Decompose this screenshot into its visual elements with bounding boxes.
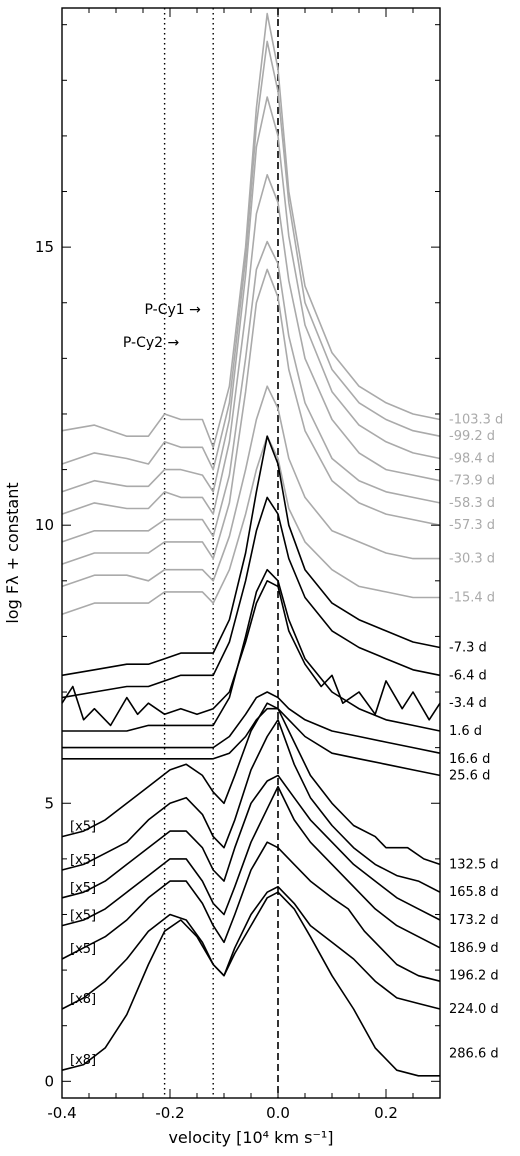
series-line-12	[62, 691, 441, 754]
annotation-layer: P-Cy1 → P-Cy2 →	[123, 302, 201, 351]
epoch-label-2: -98.4 d	[449, 451, 495, 466]
series-line-2	[61, 96, 441, 493]
series-layer	[61, 12, 441, 1077]
epoch-label-6: -30.3 d	[449, 552, 495, 567]
scale-factor-label-15: [x5]	[70, 853, 96, 868]
x-tick-label-1: -0.2	[155, 1104, 184, 1122]
series-line-5	[61, 268, 441, 565]
series-line-4	[61, 240, 441, 543]
y-tick-label-1: 5	[44, 794, 54, 812]
epoch-label-18: 196.2 d	[449, 969, 499, 984]
series-line-1	[61, 40, 441, 471]
series-line-13	[62, 707, 441, 777]
annotation-label-1: P-Cy2 →	[123, 335, 180, 351]
epoch-label-11: 1.6 d	[449, 724, 482, 739]
epoch-label-4: -58.3 d	[449, 496, 495, 511]
scale-factor-label-16: [x5]	[70, 881, 96, 896]
y-tick-label-0: 0	[44, 1072, 54, 1090]
series-line-15	[61, 719, 441, 893]
epoch-label-16: 173.2 d	[449, 913, 499, 928]
epoch-label-9: -6.4 d	[449, 668, 487, 683]
axis-ticks: -0.4 -0.2 0.0 0.2 0 5 10 15	[35, 8, 441, 1122]
series-line-16	[61, 774, 441, 921]
epoch-label-12: 16.6 d	[449, 752, 490, 767]
epoch-label-19: 224.0 d	[449, 1002, 499, 1017]
epoch-label-0: -103.3 d	[449, 413, 503, 428]
x-tick-label-2: 0.0	[266, 1104, 290, 1122]
series-line-11	[62, 568, 441, 732]
epoch-label-3: -73.9 d	[449, 474, 495, 489]
y-tick-label-3: 15	[35, 238, 54, 256]
x-tick-label-0: -0.4	[47, 1104, 76, 1122]
series-line-10	[61, 580, 441, 727]
series-line-8	[61, 435, 441, 677]
series-line-6	[61, 385, 440, 588]
epoch-label-13: 25.6 d	[449, 768, 490, 783]
scale-factor-label-18: [x5]	[70, 942, 96, 957]
scale-factor-labels: [x5] [x5] [x5] [x5] [x5] [x8] [x8]	[70, 820, 96, 1069]
epoch-label-10: -3.4 d	[449, 696, 487, 711]
series-line-17	[61, 785, 441, 949]
epoch-label-15: 165.8 d	[449, 885, 499, 900]
series-line-0	[61, 12, 441, 449]
y-axis-label: log Fλ + constant	[3, 482, 22, 623]
x-tick-label-3: 0.2	[374, 1104, 398, 1122]
scale-factor-label-19: [x8]	[70, 992, 96, 1007]
epoch-label-17: 186.9 d	[449, 941, 499, 956]
series-line-20	[61, 891, 440, 1077]
epoch-label-1: -99.2 d	[449, 429, 495, 444]
series-line-18	[61, 841, 441, 982]
scale-factor-label-14: [x5]	[70, 820, 96, 835]
epoch-labels: -103.3 d-99.2 d -98.4 d -73.9 d -58.3 d -57.…	[449, 413, 503, 1062]
series-line-19	[61, 885, 441, 1010]
series-line-9	[61, 496, 441, 699]
epoch-label-7: -15.4 d	[449, 590, 495, 605]
epoch-label-8: -7.3 d	[449, 641, 487, 656]
series-line-3	[61, 174, 441, 515]
series-line-14	[61, 702, 441, 866]
series-line-7	[61, 435, 440, 615]
scale-factor-label-17: [x5]	[70, 909, 96, 924]
reference-lines	[163, 8, 279, 1098]
annotation-label-0: P-Cy1 →	[145, 302, 202, 318]
epoch-label-20: 286.6 d	[449, 1047, 499, 1062]
epoch-label-14: 132.5 d	[449, 857, 499, 872]
scale-factor-label-20: [x8]	[70, 1053, 96, 1068]
y-tick-label-2: 10	[35, 516, 54, 534]
epoch-label-5: -57.3 d	[449, 518, 495, 533]
x-axis-label: velocity [10⁴ km s⁻¹]	[168, 1128, 333, 1147]
